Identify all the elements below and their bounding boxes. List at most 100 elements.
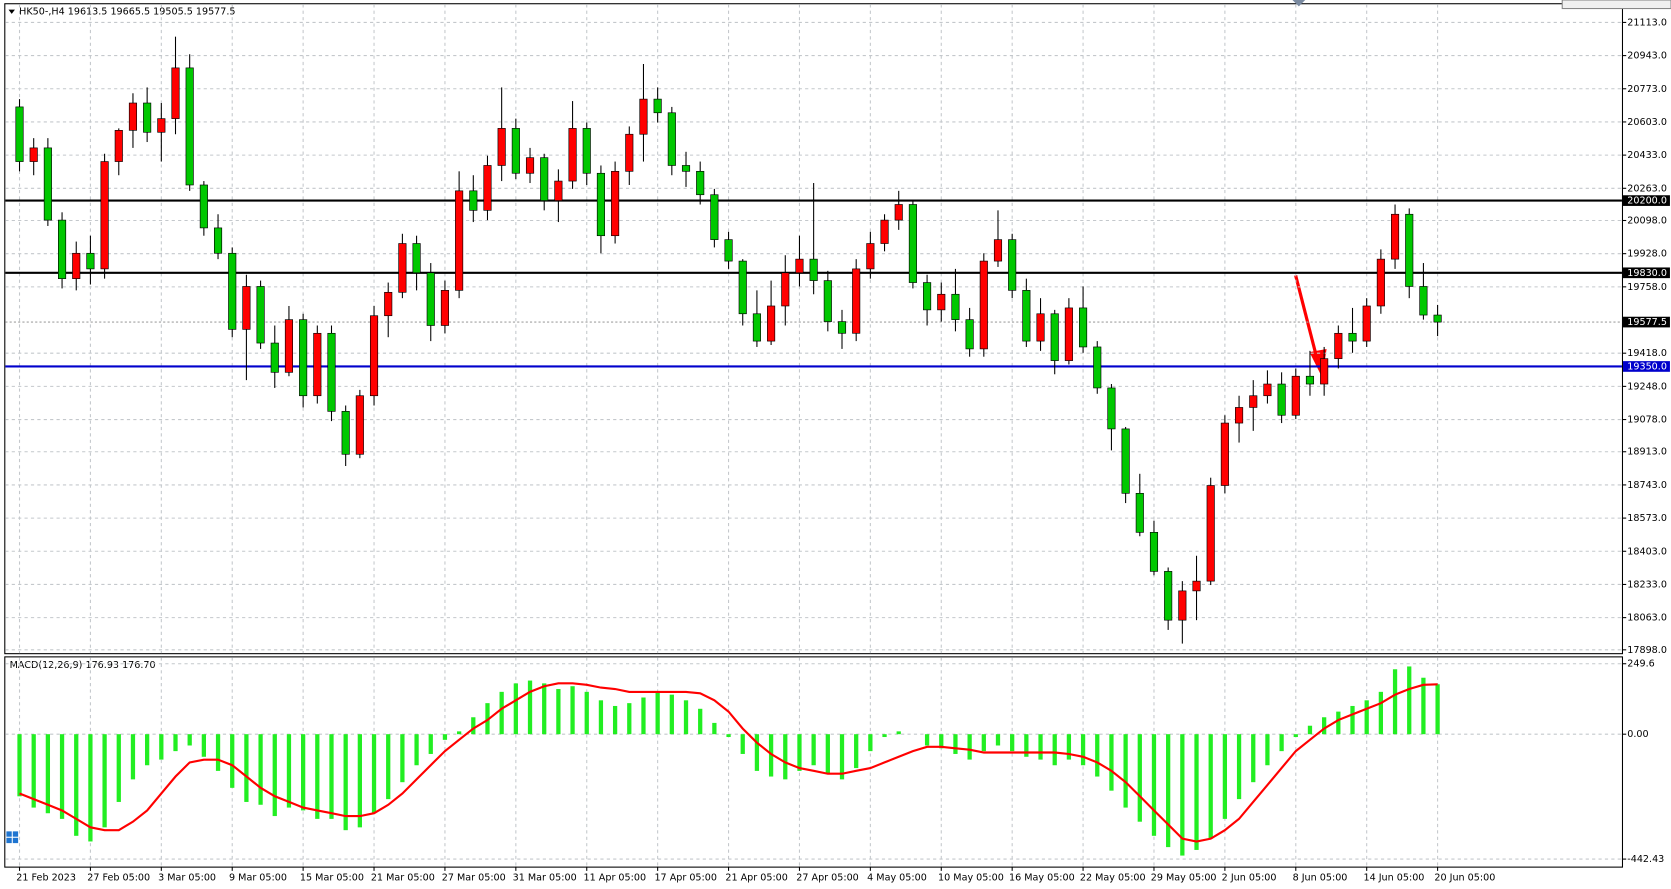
- candle-body: [1433, 314, 1442, 323]
- toolbar-icon[interactable]: [6, 831, 19, 844]
- candle-body: [341, 411, 350, 455]
- candle-body: [313, 332, 322, 397]
- candle-body: [1036, 313, 1045, 342]
- candle-body: [554, 180, 563, 201]
- candle-body: [1093, 346, 1102, 389]
- histogram-bar: [1364, 700, 1369, 735]
- candle-body: [72, 252, 81, 279]
- candle-body: [582, 128, 591, 174]
- candle-body: [809, 258, 818, 281]
- candle-body: [242, 286, 251, 330]
- level-label-box: [1623, 195, 1670, 206]
- histogram-bar: [783, 734, 788, 780]
- candle-body: [185, 67, 194, 186]
- histogram-bar: [1137, 734, 1142, 822]
- candle-body: [157, 118, 166, 133]
- x-tick-label: 3 Mar 05:00: [158, 872, 216, 883]
- candle-body: [568, 128, 577, 182]
- histogram-bar: [343, 734, 348, 831]
- x-tick-label: 9 Mar 05:00: [229, 872, 287, 883]
- histogram-bar: [1435, 684, 1440, 735]
- candle-body: [951, 293, 960, 320]
- x-tick-label: 17 Apr 05:00: [654, 872, 717, 883]
- histogram-bar: [173, 734, 178, 752]
- histogram-bar: [300, 734, 306, 811]
- y-tick-label: 20943.0: [1627, 51, 1667, 62]
- candle-body: [412, 243, 421, 274]
- histogram-bar: [17, 734, 22, 797]
- candle-body: [795, 258, 804, 274]
- window-controls[interactable]: [1561, 0, 1671, 10]
- histogram-bar: [74, 734, 79, 836]
- candle-body: [1277, 383, 1286, 416]
- level-label: 19350.0: [1627, 361, 1667, 372]
- y-tick-label: 0.00: [1627, 729, 1648, 740]
- macd-title: MACD(12,26,9) 176.93 176.70: [10, 660, 156, 671]
- histogram-bar: [967, 734, 972, 760]
- histogram-bar: [456, 731, 462, 735]
- candle-body: [270, 342, 279, 373]
- candle-body: [710, 194, 719, 240]
- histogram-bar: [471, 717, 476, 735]
- annotation-arrow: [1294, 274, 1319, 359]
- scroll-marker[interactable]: [1292, 0, 1306, 7]
- candle-body: [752, 313, 761, 342]
- candle-body: [667, 112, 676, 166]
- histogram-bar: [939, 734, 944, 749]
- candle-body: [1079, 307, 1088, 348]
- histogram-bar: [1095, 734, 1100, 777]
- y-tick-label: 20098.0: [1627, 215, 1667, 226]
- candle-body: [852, 268, 861, 334]
- candle-body: [1022, 290, 1031, 342]
- y-tick-label: 20603.0: [1627, 117, 1667, 128]
- histogram-bar: [187, 734, 192, 746]
- candle-body: [923, 282, 932, 311]
- candle-body: [525, 157, 535, 174]
- histogram-bar: [1279, 734, 1284, 752]
- histogram-bar: [59, 734, 65, 819]
- candle-body: [866, 243, 875, 270]
- candle-body: [880, 219, 889, 244]
- histogram-bar: [1378, 691, 1384, 735]
- histogram-bar: [1180, 734, 1185, 856]
- x-tick-label: 21 Feb 2023: [16, 872, 76, 883]
- y-tick-label: 18913.0: [1627, 447, 1667, 458]
- histogram-bar: [442, 734, 448, 740]
- x-tick-label: 27 Apr 05:00: [796, 872, 859, 883]
- candle-body: [256, 286, 265, 344]
- candle-body: [1235, 407, 1244, 424]
- histogram: [17, 666, 1440, 856]
- candle-body: [1121, 428, 1130, 494]
- histogram-bar: [981, 734, 986, 752]
- candle-body: [1107, 387, 1116, 430]
- symbol-menu[interactable]: [8, 9, 15, 14]
- histogram-bar: [655, 691, 660, 735]
- candle-body: [86, 252, 95, 270]
- histogram-bar: [130, 734, 136, 780]
- histogram-bar: [1052, 734, 1057, 766]
- histogram-bar: [258, 734, 263, 805]
- histogram-bar: [499, 691, 504, 735]
- histogram-bar: [811, 734, 816, 766]
- candle-body: [440, 290, 449, 326]
- histogram-bar: [754, 734, 760, 771]
- candle-body: [653, 98, 662, 114]
- y-tick-label: 19078.0: [1627, 415, 1667, 426]
- histogram-bar: [230, 734, 235, 788]
- candle-body: [384, 291, 393, 317]
- candle-body: [299, 319, 308, 397]
- candle-body: [29, 147, 38, 162]
- histogram-bar: [414, 734, 419, 766]
- candle-body: [426, 272, 435, 326]
- candle-body: [639, 98, 648, 135]
- histogram-bar: [1307, 725, 1313, 735]
- x-tick-label: 27 Feb 05:00: [87, 872, 150, 883]
- x-tick-label: 29 May 05:00: [1151, 872, 1217, 883]
- candle-body: [199, 184, 208, 229]
- histogram-bar: [768, 734, 774, 777]
- candle-body: [398, 243, 407, 293]
- candle-body: [455, 190, 464, 291]
- y-tick-label: 19758.0: [1627, 282, 1667, 293]
- level-label-box: [1623, 267, 1670, 279]
- histogram-bar: [1080, 734, 1086, 766]
